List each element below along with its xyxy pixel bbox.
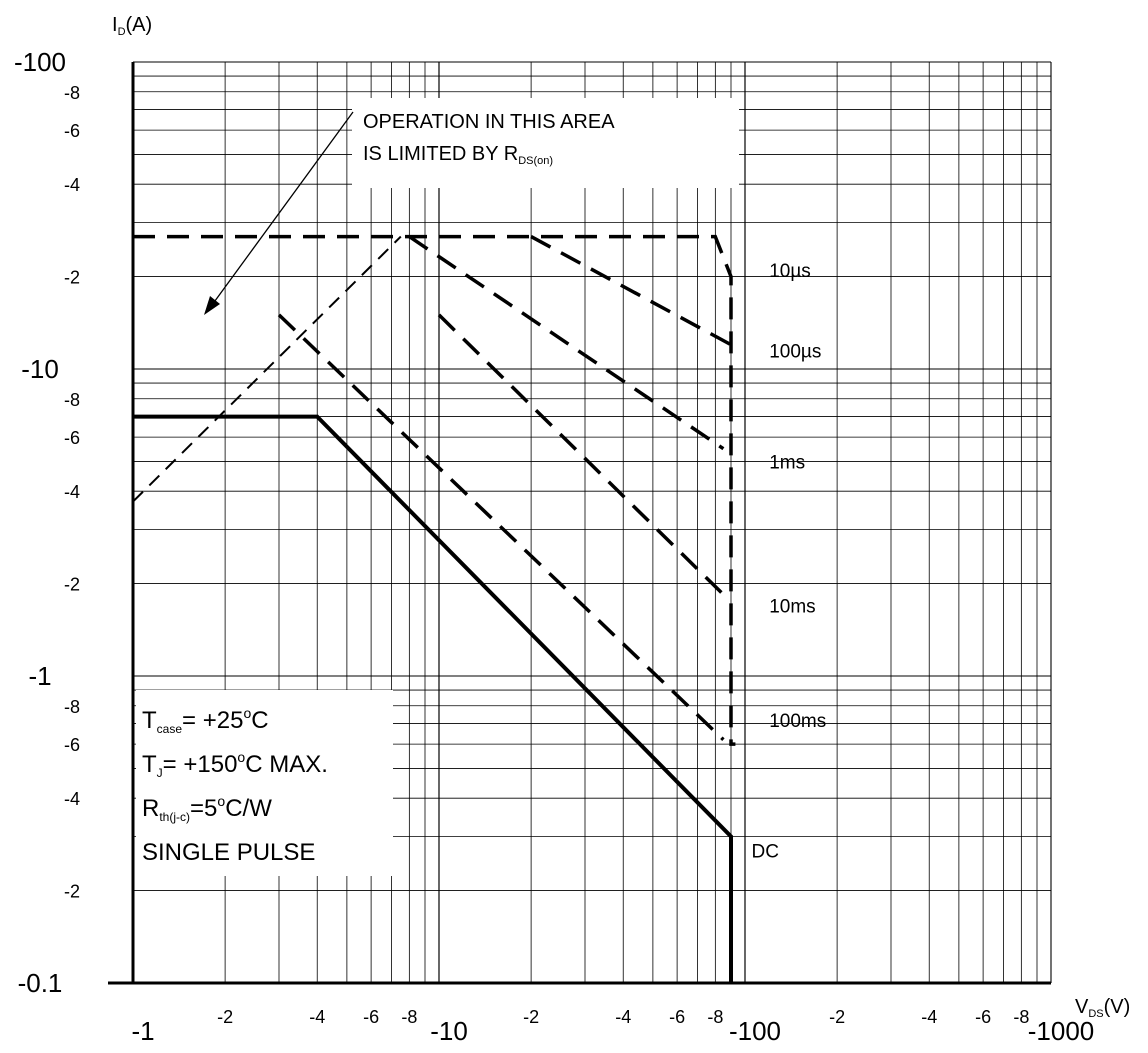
x-tick-label: -6 <box>975 1007 991 1027</box>
curve-label: 1ms <box>769 452 805 473</box>
x-axis-label: VDS(V) <box>1075 996 1130 1020</box>
curve-label: 10µs <box>769 261 811 282</box>
x-tick-label: -4 <box>615 1007 631 1027</box>
y-tick-label: -4 <box>64 482 80 502</box>
condition-tj: TJ= +150oC MAX. <box>142 749 328 780</box>
series-100ms <box>277 313 725 741</box>
series-dc <box>133 414 733 983</box>
x-tick-label: -4 <box>309 1007 325 1027</box>
x-tick-label: -6 <box>363 1007 379 1027</box>
curve-label: 10ms <box>769 596 815 617</box>
operation-area-box <box>352 98 739 188</box>
annotation-arrow-line <box>211 111 354 306</box>
y-axis-label: ID(A) <box>112 14 152 38</box>
operation-area-line1: OPERATION IN THIS AREA <box>363 111 615 133</box>
x-tick-label: -2 <box>523 1007 539 1027</box>
condition-single-pulse: SINGLE PULSE <box>142 839 315 866</box>
y-tick-label: -2 <box>64 268 80 288</box>
y-tick-label: -0.1 <box>18 968 63 998</box>
x-tick-label: -6 <box>669 1007 685 1027</box>
x-tick-label: -2 <box>217 1007 233 1027</box>
curve-label: 100µs <box>769 341 821 362</box>
axes <box>108 62 1051 985</box>
x-tick-label: -4 <box>921 1007 937 1027</box>
curve-label: DC <box>751 842 778 863</box>
annotation-arrow-head <box>204 296 220 315</box>
x-tick-label: -8 <box>707 1007 723 1027</box>
y-tick-label: -8 <box>64 83 80 103</box>
curve-label: 100ms <box>769 711 826 732</box>
y-tick-label: -8 <box>64 390 80 410</box>
y-tick-label: -4 <box>64 175 80 195</box>
y-tick-label: -6 <box>64 121 80 141</box>
conditions: Tcase= +25oC TJ= +150oC MAX. Rth(j-c)=5o… <box>142 705 328 866</box>
grid <box>132 61 1052 984</box>
x-tick-label: -8 <box>1013 1007 1029 1027</box>
condition-tcase: Tcase= +25oC <box>142 705 269 736</box>
x-tick-label: -8 <box>401 1007 417 1027</box>
y-tick-label: -100 <box>14 47 66 77</box>
x-tick-label: -1000 <box>1028 1016 1095 1046</box>
operation-area-line2: IS LIMITED BY RDS(on) <box>363 143 553 167</box>
tick-labels: -1 -10 -100 -1000-2 -4 -6 -8 -2 -4 -6 -8 -2 -4 -6 -8-1… <box>14 47 1094 1046</box>
x-tick-label: -100 <box>729 1016 781 1046</box>
x-tick-label: -1 <box>131 1016 154 1046</box>
y-tick-label: -6 <box>64 428 80 448</box>
y-tick-label: -8 <box>64 697 80 717</box>
series-rds-on-limit <box>132 235 402 503</box>
y-tick-label: -4 <box>64 789 80 809</box>
x-tick-label: -10 <box>430 1016 468 1046</box>
conditions-box <box>136 690 393 876</box>
y-tick-label: -10 <box>21 354 59 384</box>
x-tick-label: -2 <box>829 1007 845 1027</box>
y-tick-label: -2 <box>64 882 80 902</box>
series-100-s <box>530 235 732 347</box>
series-group <box>132 234 736 983</box>
y-tick-label: -1 <box>28 661 51 691</box>
series-10ms <box>437 313 728 599</box>
series-1ms <box>408 235 725 451</box>
y-tick-label: -2 <box>64 575 80 595</box>
curve-labels: 10µs 100µs 1ms 10ms 100ms DC <box>751 261 826 862</box>
y-tick-label: -6 <box>64 735 80 755</box>
annotation-boxes <box>136 98 739 876</box>
series-10-s <box>133 234 736 746</box>
condition-rth: Rth(j-c)=5oC/W <box>142 793 272 824</box>
